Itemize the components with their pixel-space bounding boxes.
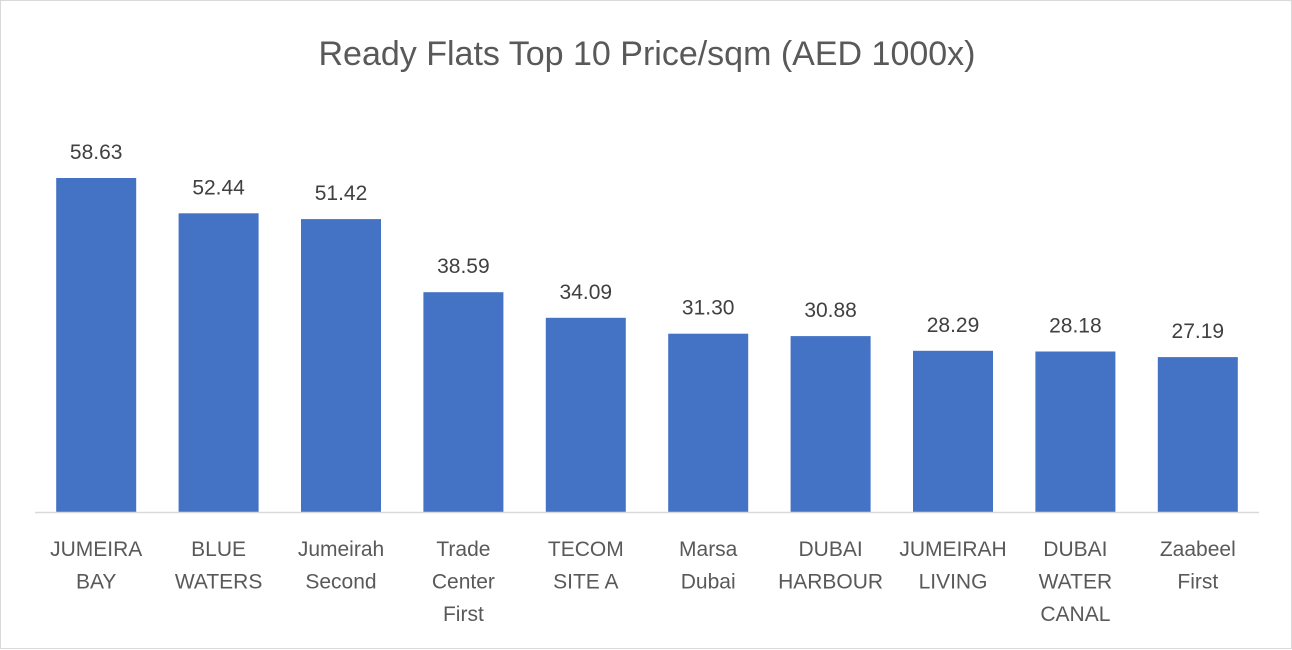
category-label-6: DUBAI HARBOUR (778, 538, 883, 594)
bar-9 (1157, 357, 1238, 512)
value-label-0: 58.63 (70, 141, 123, 164)
bar-8 (1035, 351, 1116, 512)
bar-0 (56, 178, 137, 512)
category-label-5-line-1: Dubai (681, 571, 736, 594)
value-labels-group: 58.63 52.44 51.42 38.59 34.09 31.30 30.88 28.29… (70, 141, 1224, 343)
category-label-5-line-0: Marsa (679, 538, 738, 561)
value-label-3: 38.59 (437, 255, 490, 278)
category-labels-group: JUMEIRA BAY BLUE WATERS Jumeirah Second Trade C… (50, 538, 1236, 626)
value-label-7: 28.29 (927, 314, 980, 337)
value-label-6: 30.88 (804, 299, 857, 322)
category-label-4-line-0: TECOM (548, 538, 624, 561)
category-label-2: Jumeirah Second (298, 538, 384, 594)
category-label-6-line-0: DUBAI (799, 538, 863, 561)
category-label-1: BLUE WATERS (175, 538, 263, 594)
bar-6 (790, 336, 871, 512)
value-label-1: 52.44 (192, 176, 245, 199)
category-label-1-line-1: WATERS (175, 571, 263, 594)
category-label-9-line-1: First (1177, 571, 1218, 594)
value-label-9: 27.19 (1172, 320, 1225, 343)
category-label-2-line-0: Jumeirah (298, 538, 384, 561)
category-label-8-line-2: CANAL (1040, 603, 1110, 626)
category-label-5: Marsa Dubai (679, 538, 738, 594)
category-label-7-line-0: JUMEIRAH (899, 538, 1006, 561)
bar-7 (913, 350, 993, 512)
bar-1 (178, 213, 259, 513)
category-label-6-line-1: HARBOUR (778, 571, 883, 594)
category-label-8-line-1: WATER (1039, 571, 1113, 594)
category-label-4: TECOM SITE A (548, 538, 624, 594)
category-label-9: Zaabeel First (1160, 538, 1236, 594)
category-label-3-line-1: Center (432, 571, 495, 594)
category-label-0-line-0: JUMEIRA (50, 538, 142, 561)
bars-group (56, 178, 1238, 513)
bar-4 (545, 317, 626, 512)
category-label-0: JUMEIRA BAY (50, 538, 142, 594)
bar-5 (668, 333, 749, 512)
category-label-8-line-0: DUBAI (1043, 538, 1107, 561)
value-label-5: 31.30 (682, 297, 735, 320)
category-label-3-line-2: First (443, 603, 484, 626)
category-label-7: JUMEIRAH LIVING (899, 538, 1006, 594)
category-label-4-line-1: SITE A (553, 571, 618, 594)
category-label-0-line-1: BAY (76, 571, 116, 594)
category-label-9-line-0: Zaabeel (1160, 538, 1236, 561)
category-label-3: Trade Center First (432, 538, 495, 626)
category-label-1-line-0: BLUE (191, 538, 246, 561)
category-label-2-line-1: Second (305, 571, 376, 594)
chart-title: Ready Flats Top 10 Price/sqm (AED 1000x) (319, 35, 976, 73)
category-label-7-line-1: LIVING (919, 571, 988, 594)
value-label-4: 34.09 (560, 281, 613, 304)
category-label-8: DUBAI WATER CANAL (1039, 538, 1113, 626)
bar-2 (301, 219, 381, 512)
value-label-8: 28.18 (1049, 315, 1102, 338)
category-label-3-line-0: Trade (436, 538, 490, 561)
bar-3 (423, 292, 504, 512)
value-label-2: 51.42 (315, 182, 368, 205)
